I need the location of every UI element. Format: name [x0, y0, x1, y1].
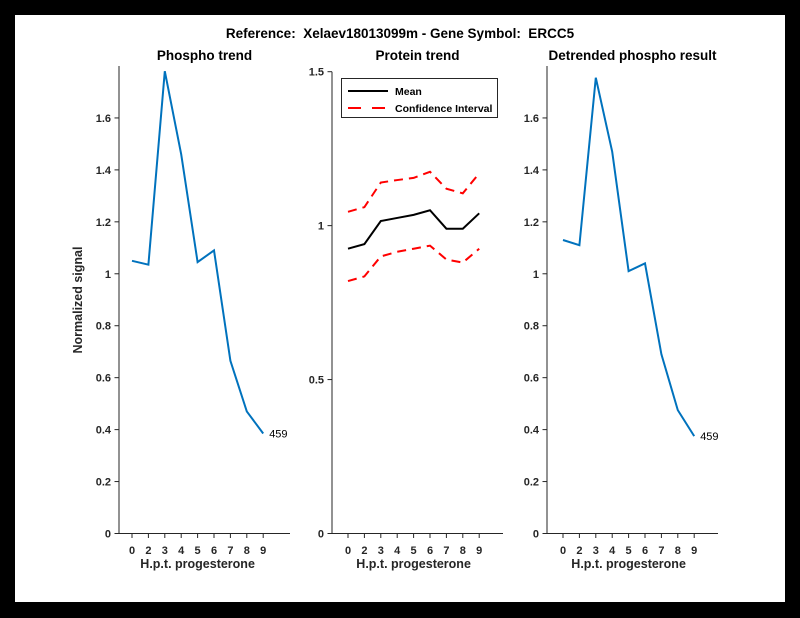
x-tick-label: 4 — [609, 545, 616, 557]
y-tick-label: 0 — [105, 529, 111, 541]
plot1-xlabel: H.p.t. progesterone — [140, 557, 255, 571]
y-tick-label: 0 — [318, 529, 324, 541]
x-tick-label: 5 — [626, 545, 632, 557]
x-tick-label: 5 — [195, 545, 201, 557]
endpoint-annotation: 459 — [269, 429, 287, 441]
legend-mean-label: Mean — [395, 86, 422, 98]
y-tick-label: 1.4 — [96, 165, 112, 177]
y-tick-label: 0.4 — [96, 425, 112, 437]
legend-ci-label: Confidence Interval — [395, 103, 493, 115]
x-tick-label: 4 — [394, 545, 401, 557]
x-tick-label: 0 — [129, 545, 135, 557]
y-tick-label: 0.6 — [524, 373, 539, 385]
y-tick-label: 0.2 — [96, 477, 111, 489]
y-tick-label: 1.5 — [309, 67, 324, 79]
series-line-2 — [347, 244, 480, 283]
y-tick-label: 0.4 — [524, 425, 540, 437]
x-tick-label: 6 — [642, 545, 648, 557]
y-tick-label: 1.2 — [524, 217, 539, 229]
x-tick-label: 3 — [162, 545, 168, 557]
plot1-ylabel: Normalized signal — [71, 247, 85, 354]
figure-title: Reference: Xelaev18013099m - Gene Symbol… — [226, 26, 575, 41]
axis-line — [118, 66, 290, 534]
plot2-xlabel: H.p.t. progesterone — [356, 557, 471, 571]
axis-line — [546, 66, 718, 534]
plot3-title: Detrended phospho result — [548, 48, 717, 63]
y-tick-label: 1.2 — [96, 217, 111, 229]
x-tick-label: 6 — [427, 545, 433, 557]
y-tick-label: 0.2 — [524, 477, 539, 489]
y-tick-label: 0.8 — [524, 321, 539, 333]
x-tick-label: 0 — [345, 545, 351, 557]
x-tick-label: 8 — [675, 545, 681, 557]
protein-trend-plot: 00.511.50 2 3 4 5 6 7 8 9 — [309, 67, 503, 557]
legend-box — [341, 78, 498, 118]
y-tick-label: 1.6 — [524, 113, 539, 125]
plot3-xlabel: H.p.t. progesterone — [571, 557, 686, 571]
series-line-1 — [347, 170, 480, 213]
x-tick-label: 4 — [178, 545, 185, 557]
x-tick-label: 7 — [227, 545, 233, 557]
x-tick-label: 6 — [211, 545, 217, 557]
y-tick-label: 1.6 — [96, 113, 111, 125]
x-tick-label: 8 — [244, 545, 250, 557]
x-tick-label: 9 — [260, 545, 266, 557]
endpoint-annotation: 459 — [700, 431, 718, 443]
series-line-0 — [562, 77, 696, 437]
x-tick-label: 9 — [691, 545, 697, 557]
x-tick-label: 9 — [476, 545, 482, 557]
y-tick-label: 0 — [533, 529, 539, 541]
x-tick-label: 3 — [378, 545, 384, 557]
x-tick-label: 2 — [145, 545, 151, 557]
x-tick-label: 8 — [460, 545, 466, 557]
plot1-title: Phospho trend — [157, 48, 252, 63]
y-tick-label: 1 — [533, 269, 539, 281]
y-tick-label: 1 — [105, 269, 111, 281]
y-tick-label: 0.6 — [96, 373, 111, 385]
figure-canvas: Reference: Xelaev18013099m - Gene Symbol… — [15, 15, 785, 602]
plot2-title: Protein trend — [375, 48, 459, 63]
y-tick-label: 0.5 — [309, 375, 324, 387]
plots-svg: Reference: Xelaev18013099m - Gene Symbol… — [71, 26, 719, 571]
y-tick-label: 1 — [318, 221, 324, 233]
series-line-0 — [131, 71, 265, 435]
x-tick-label: 0 — [560, 545, 566, 557]
x-tick-label: 7 — [443, 545, 449, 557]
y-tick-label: 0.8 — [96, 321, 111, 333]
axis-line — [331, 71, 503, 534]
x-tick-label: 7 — [658, 545, 664, 557]
y-tick-label: 1.4 — [524, 165, 540, 177]
series-line-0 — [347, 209, 480, 250]
legend: Mean Confidence Interval — [341, 78, 498, 118]
x-tick-label: 2 — [576, 545, 582, 557]
x-tick-label: 2 — [361, 545, 367, 557]
x-tick-label: 5 — [411, 545, 417, 557]
x-tick-label: 3 — [593, 545, 599, 557]
